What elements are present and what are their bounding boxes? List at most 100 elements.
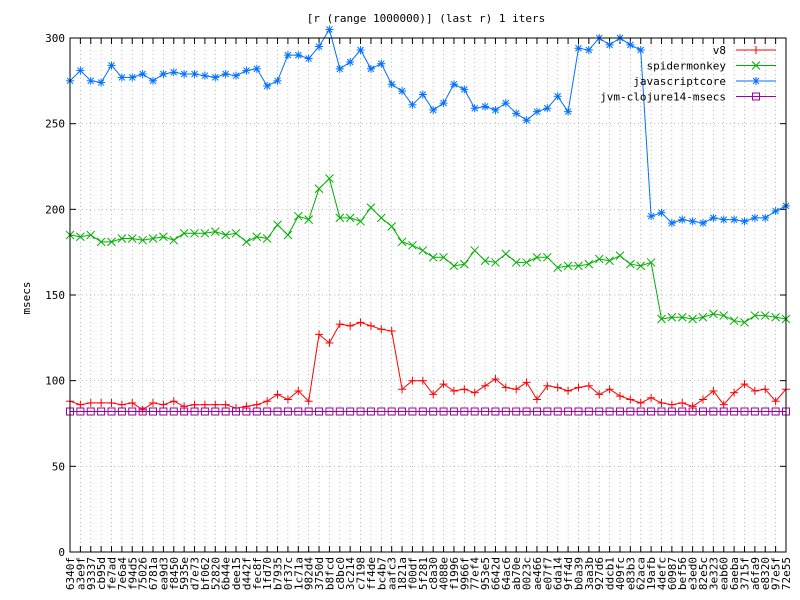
data-point	[719, 311, 729, 320]
x-tick-label: 3aa3b	[583, 557, 596, 590]
data-point	[429, 105, 438, 114]
marker-stroke	[480, 256, 490, 266]
data-point	[752, 77, 760, 85]
marker-square	[356, 407, 365, 416]
data-point	[169, 407, 178, 416]
data-point	[263, 397, 272, 406]
data-point	[221, 400, 230, 409]
marker-stroke	[606, 41, 613, 49]
marker-stroke	[471, 104, 479, 112]
marker-stroke	[314, 184, 324, 194]
data-point	[398, 385, 407, 394]
data-point	[190, 228, 199, 238]
x-tick-label: ea9d3	[157, 557, 170, 590]
data-point	[626, 40, 635, 49]
marker-stroke	[564, 108, 572, 116]
data-point	[636, 45, 645, 54]
marker-square	[169, 407, 178, 416]
data-point	[273, 390, 282, 399]
data-point	[646, 258, 656, 267]
data-point	[709, 407, 718, 416]
data-point	[242, 402, 251, 411]
data-point	[283, 407, 292, 416]
data-point	[211, 407, 220, 416]
data-point	[314, 184, 324, 194]
marker-square	[232, 407, 241, 416]
data-point	[439, 407, 448, 416]
data-point	[470, 104, 479, 113]
data-point	[522, 116, 531, 125]
data-point	[449, 261, 459, 271]
x-tick-label: b0a39	[572, 557, 585, 590]
marker-stroke	[470, 246, 480, 255]
data-point	[262, 234, 272, 243]
data-point	[752, 46, 760, 54]
x-tick-label: 927d6	[593, 557, 606, 590]
marker-stroke	[512, 110, 520, 117]
x-tick-label: 72e55	[780, 557, 793, 590]
marker-stroke	[232, 72, 240, 80]
x-tick-label: 93337	[85, 557, 98, 590]
marker-stroke	[376, 213, 386, 223]
marker-stroke	[542, 252, 552, 262]
marker-square	[304, 407, 313, 416]
marker-square	[439, 407, 448, 416]
x-tick-label: b8fcd	[323, 557, 336, 590]
marker-square	[626, 407, 635, 416]
data-point	[564, 407, 573, 416]
x-tick-label: c8a30	[427, 557, 440, 590]
marker-square	[761, 407, 770, 416]
data-point	[169, 235, 179, 245]
marker-square	[252, 407, 261, 416]
data-point	[325, 407, 334, 416]
marker-square	[107, 407, 116, 416]
data-point	[584, 381, 593, 390]
marker-stroke	[366, 203, 376, 212]
marker-square	[719, 407, 728, 416]
data-point	[76, 400, 85, 409]
data-point	[501, 249, 511, 259]
data-point	[232, 407, 241, 416]
marker-square	[667, 407, 676, 416]
marker-square	[605, 407, 614, 416]
marker-stroke	[77, 67, 84, 74]
marker-stroke	[387, 222, 397, 231]
data-point	[325, 25, 334, 34]
x-tick-label: 0023c	[521, 557, 534, 590]
marker-stroke	[221, 230, 231, 240]
data-point	[356, 407, 365, 416]
marker-stroke	[160, 70, 167, 78]
data-point	[574, 44, 583, 53]
data-point	[294, 407, 303, 416]
marker-stroke	[149, 77, 157, 85]
data-point	[563, 261, 573, 271]
marker-stroke	[179, 228, 189, 238]
marker-stroke	[554, 92, 562, 100]
marker-stroke	[138, 235, 147, 245]
marker-square	[657, 407, 666, 416]
data-point	[761, 385, 770, 394]
marker-square	[429, 407, 438, 416]
marker-square	[636, 407, 645, 416]
legend-label-javascriptcore: javascriptcore	[633, 75, 726, 88]
data-point	[688, 402, 697, 411]
x-tick-label: 64ac6	[500, 557, 513, 590]
marker-square	[470, 407, 479, 416]
data-point	[408, 100, 417, 109]
marker-stroke	[377, 60, 385, 68]
data-point	[543, 104, 552, 113]
marker-stroke	[283, 230, 293, 240]
marker-stroke	[657, 314, 666, 324]
x-tick-label: 82e5c	[697, 557, 710, 590]
marker-stroke	[304, 215, 314, 224]
marker-stroke	[409, 101, 416, 109]
data-point	[647, 393, 656, 402]
data-point	[335, 64, 344, 73]
data-point	[325, 174, 334, 183]
data-point	[667, 219, 676, 228]
data-point	[771, 397, 780, 406]
marker-square	[335, 407, 344, 416]
data-point	[460, 407, 469, 416]
data-point	[740, 318, 749, 327]
marker-stroke	[740, 318, 749, 327]
